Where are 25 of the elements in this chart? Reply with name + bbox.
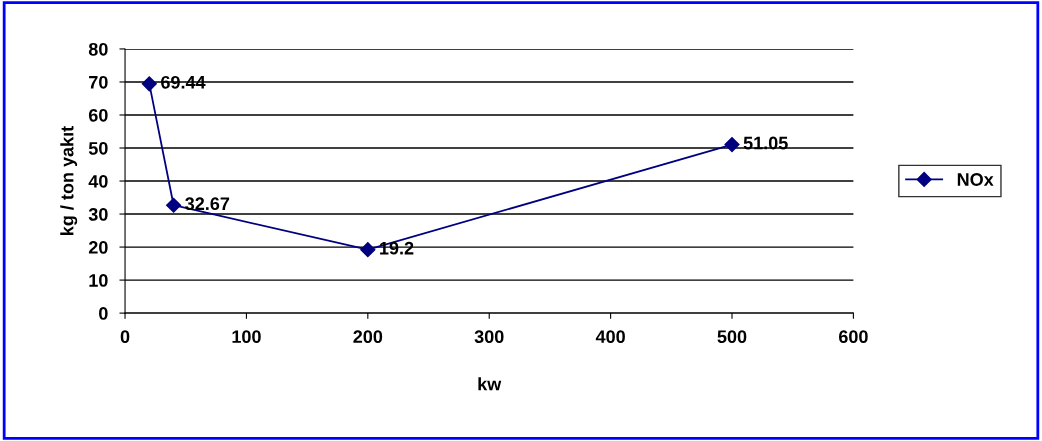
y-tick-label: 50 bbox=[88, 141, 108, 155]
y-tick-label: 70 bbox=[89, 75, 108, 89]
point bbox=[360, 242, 376, 258]
y-tick-label: 60 bbox=[88, 108, 108, 122]
x-tick-label: 100 bbox=[232, 330, 261, 344]
x-tick-label: 0 bbox=[120, 330, 130, 344]
x-tick-label: 300 bbox=[474, 330, 504, 344]
legend-label: NOx bbox=[957, 173, 994, 186]
y-tick-label: 20 bbox=[88, 241, 108, 254]
x-axis-title: kw bbox=[478, 377, 502, 391]
point bbox=[724, 136, 740, 153]
data-label: 51.05 bbox=[743, 136, 788, 150]
point bbox=[166, 197, 182, 213]
x-tick-label: 600 bbox=[839, 330, 868, 344]
y-tick-label: 0 bbox=[99, 307, 108, 320]
x-tick-label: 400 bbox=[595, 330, 625, 344]
data-label: 32.67 bbox=[185, 197, 230, 211]
y-tick-label: 80 bbox=[88, 42, 108, 56]
y-tick-label: 30 bbox=[88, 207, 108, 221]
point bbox=[141, 76, 157, 92]
y-tick-label: 40 bbox=[88, 174, 108, 188]
x-tick-label: 200 bbox=[353, 330, 383, 344]
y-axis-title: kg / ton yakıt bbox=[60, 126, 78, 235]
x-tick-label: 500 bbox=[717, 330, 747, 344]
y-tick-label: 10 bbox=[89, 274, 108, 287]
